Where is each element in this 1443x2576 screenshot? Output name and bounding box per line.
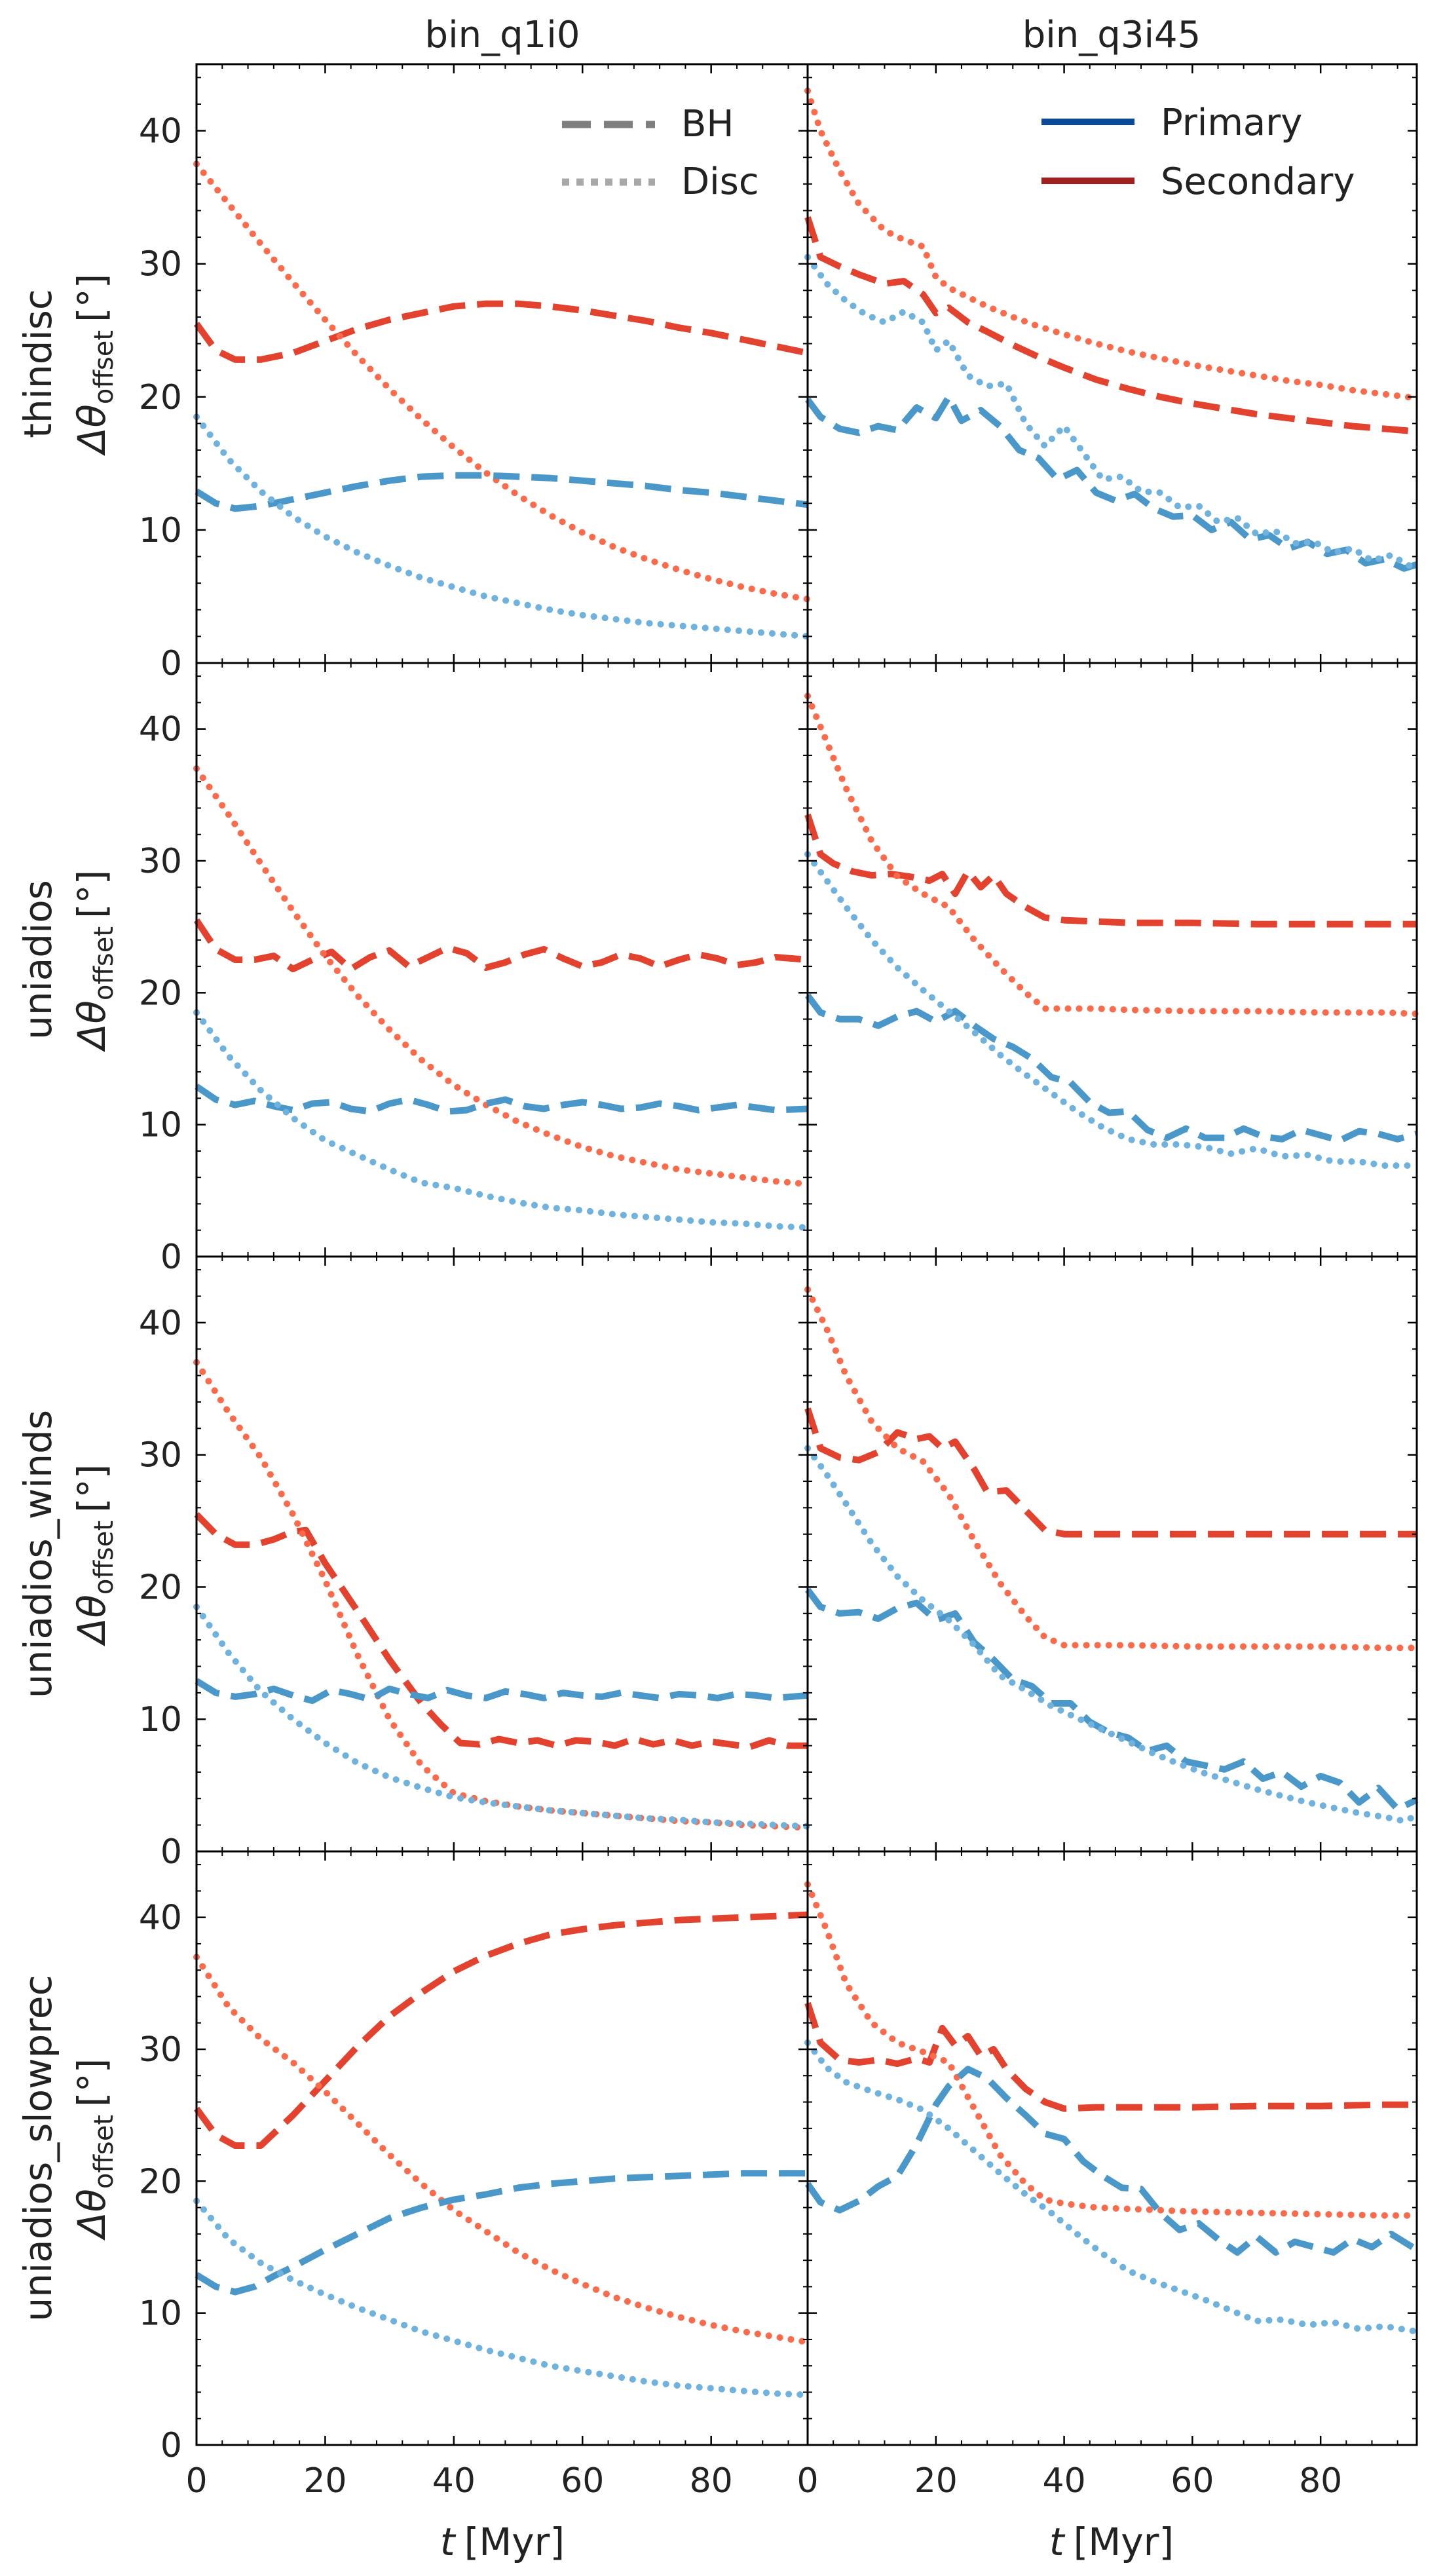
legend-primary-label: Primary bbox=[1161, 102, 1302, 144]
series-primary-bh bbox=[804, 2066, 1419, 2256]
y-tick-label: 0 bbox=[160, 2426, 182, 2465]
y-tick-label: 20 bbox=[139, 2162, 182, 2201]
axes-frame bbox=[806, 1255, 1418, 1853]
series-secondary-bh bbox=[804, 2001, 1417, 2112]
series-primary-bh bbox=[804, 1587, 1419, 1813]
linestyle-legend: BH Disc bbox=[562, 103, 759, 203]
series-primary-bh bbox=[195, 472, 808, 512]
series-secondary-disc bbox=[193, 161, 811, 603]
row-label-uniadios: uniadios bbox=[16, 880, 60, 1040]
series-primary-disc bbox=[804, 1445, 1420, 1825]
y-tick-label: 0 bbox=[160, 1832, 182, 1872]
axes-frame bbox=[806, 63, 1418, 664]
panel-uniadios_winds-left: 0 10 20 30 40 bbox=[139, 1255, 811, 1872]
series-primary-disc bbox=[193, 1009, 811, 1231]
series-primary-disc bbox=[804, 2039, 1420, 2335]
y-tick-label: 40 bbox=[139, 1304, 182, 1343]
y-tick-label: 20 bbox=[139, 974, 182, 1013]
x-tick-label: 80 bbox=[690, 2461, 733, 2501]
y-tick-label: 30 bbox=[139, 245, 182, 284]
y-axis-label: Δθoffset[°] bbox=[69, 274, 119, 457]
series-secondary-bh bbox=[193, 300, 809, 363]
x-tick-label: 20 bbox=[914, 2461, 958, 2501]
row-label-uniadios_winds: uniadios_winds bbox=[16, 1410, 60, 1698]
x-tick-label: 60 bbox=[561, 2461, 604, 2501]
panel-thindisc-left: 0 10 20 30 40 bbox=[139, 63, 811, 683]
x-axis-label-left: t [Myr] bbox=[440, 2520, 565, 2564]
row-label-thindisc: thindisc bbox=[16, 289, 60, 438]
x-tick-label: 40 bbox=[432, 2461, 476, 2501]
panel-uniadios-left: 0 10 20 30 40 bbox=[139, 662, 811, 1277]
y-tick-label: 40 bbox=[139, 1899, 182, 1938]
series-primary-disc bbox=[804, 254, 1420, 573]
panel-uniadios-right bbox=[804, 662, 1420, 1258]
x-axis-label-right: t [Myr] bbox=[1049, 2520, 1174, 2564]
y-axis-label: Δθoffset[°] bbox=[69, 2058, 119, 2241]
y-tick-label: 30 bbox=[139, 1436, 182, 1475]
series-secondary-disc bbox=[193, 1359, 811, 1831]
axes-frame bbox=[806, 1850, 1418, 2446]
legend-disc-label: Disc bbox=[681, 161, 759, 203]
series-primary-bh bbox=[804, 393, 1418, 572]
x-tick-label: 80 bbox=[1299, 2461, 1342, 2501]
series-primary-bh bbox=[195, 1678, 808, 1704]
series-secondary-bh bbox=[194, 1512, 808, 1751]
y-tick-label: 30 bbox=[139, 2030, 182, 2070]
series-secondary-bh bbox=[804, 813, 1417, 928]
y-tick-label: 20 bbox=[139, 1568, 182, 1607]
y-axis-label: Δθoffset[°] bbox=[69, 1464, 119, 1647]
series-secondary-disc bbox=[804, 87, 1420, 402]
series-primary-bh bbox=[805, 993, 1418, 1144]
series-primary-bh bbox=[195, 2170, 808, 2296]
x-tick-label: 60 bbox=[1171, 2461, 1214, 2501]
series-primary-disc bbox=[804, 850, 1420, 1169]
y-tick-label: 30 bbox=[139, 842, 182, 881]
y-tick-label: 20 bbox=[139, 378, 182, 417]
series-secondary-disc bbox=[804, 1286, 1420, 1652]
series-secondary-bh bbox=[804, 216, 1417, 435]
series-primary-disc bbox=[193, 2197, 811, 2398]
body-legend: Primary Secondary bbox=[1041, 102, 1355, 203]
y-tick-label: 0 bbox=[160, 644, 182, 683]
y-tick-label: 40 bbox=[139, 710, 182, 749]
y-tick-label: 10 bbox=[139, 2294, 182, 2334]
panel-uniadios_slowprec-left: 0 10 20 30 40 0 20 40 60 80 bbox=[139, 1850, 811, 2501]
x-tick-label: 0 bbox=[796, 2461, 818, 2501]
panel-uniadios_winds-right bbox=[804, 1255, 1420, 1853]
series-primary-disc bbox=[193, 1603, 811, 1830]
series-secondary-disc bbox=[193, 765, 811, 1188]
y-tick-label: 10 bbox=[139, 1700, 182, 1739]
series-primary-bh bbox=[195, 1084, 808, 1115]
axes-frame bbox=[195, 63, 809, 664]
y-tick-label: 0 bbox=[160, 1238, 182, 1277]
panel-thindisc-right bbox=[804, 63, 1420, 664]
series-secondary-disc bbox=[804, 692, 1420, 1017]
y-tick-label: 10 bbox=[139, 511, 182, 550]
x-tick-label: 20 bbox=[303, 2461, 347, 2501]
series-primary-disc bbox=[193, 413, 811, 640]
series-secondary-bh bbox=[804, 1407, 1417, 1538]
x-tick-label: 0 bbox=[185, 2461, 207, 2501]
y-axis-label: Δθoffset[°] bbox=[69, 870, 119, 1053]
y-tick-label: 40 bbox=[139, 112, 182, 151]
series-secondary-disc bbox=[193, 1954, 811, 2345]
legend-secondary-label: Secondary bbox=[1161, 161, 1355, 203]
y-tick-label: 10 bbox=[139, 1106, 182, 1145]
panel-uniadios_slowprec-right: 0 20 40 60 80 bbox=[796, 1850, 1420, 2501]
axes-frame bbox=[195, 1255, 809, 1853]
column-title-left: bin_q1i0 bbox=[425, 14, 580, 56]
series-secondary-disc bbox=[804, 1881, 1420, 2219]
column-title-right: bin_q3i45 bbox=[1022, 14, 1201, 56]
series-secondary-bh bbox=[193, 1911, 808, 2149]
axes-frame bbox=[806, 662, 1418, 1258]
row-labels: thindisc Δθoffset[°]uniadios Δθoffset[°]un… bbox=[16, 274, 119, 2322]
panel-grid: 0 10 20 30 40 0 10 20 30 40 0 10 20 30 40 0 10 20 30 40 0 20 4… bbox=[139, 63, 1420, 2501]
x-tick-label: 40 bbox=[1042, 2461, 1085, 2501]
row-label-uniadios_slowprec: uniadios_slowprec bbox=[16, 1975, 60, 2321]
legend-bh-label: BH bbox=[681, 103, 734, 145]
series-secondary-bh bbox=[193, 918, 808, 973]
